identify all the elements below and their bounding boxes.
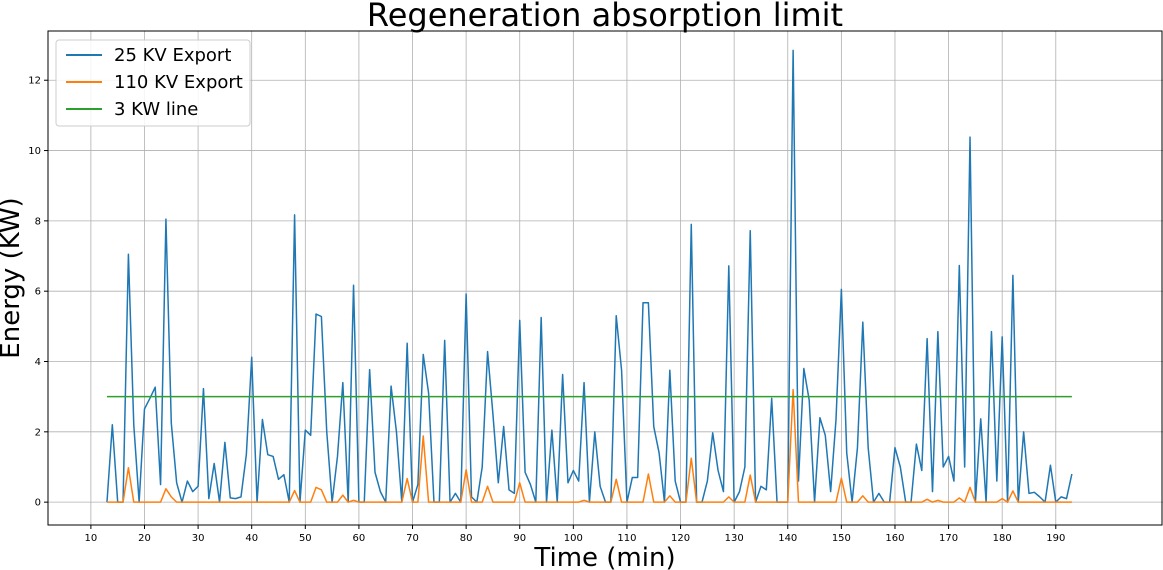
x-tick-label: 180 [993, 533, 1012, 544]
y-axis: 0 2 4 6 8 10 12 [28, 76, 48, 509]
y-tick-label: 0 [35, 498, 41, 509]
x-tick-label: 170 [939, 533, 958, 544]
x-tick-label: 20 [138, 533, 151, 544]
y-tick-label: 10 [28, 146, 41, 157]
y-tick-label: 2 [35, 427, 41, 438]
x-axis-title: Time (min) [533, 543, 675, 570]
x-tick-label: 190 [1046, 533, 1065, 544]
legend-label: 110 KV Export [114, 72, 243, 93]
y-axis-title: Energy (KW) [0, 197, 26, 358]
legend-label: 25 KV Export [114, 45, 231, 66]
y-tick-label: 12 [28, 76, 41, 87]
x-tick-label: 110 [617, 533, 636, 544]
x-tick-label: 150 [832, 533, 851, 544]
chart-title: Regeneration absorption limit [367, 0, 843, 34]
y-tick-label: 6 [35, 287, 41, 298]
y-tick-label: 4 [35, 357, 41, 368]
x-axis: 10 20 30 40 50 60 70 80 90 100 110 120 130 140 150 160 1… [85, 525, 1065, 544]
x-tick-label: 140 [778, 533, 797, 544]
x-tick-label: 60 [353, 533, 366, 544]
x-tick-label: 40 [245, 533, 258, 544]
series-line-2 [106, 388, 1072, 503]
legend: 25 KV Export 110 KV Export 3 KW line [55, 39, 251, 127]
x-tick-label: 90 [513, 533, 526, 544]
legend-label: 3 KW line [114, 99, 198, 120]
x-tick-label: 130 [725, 533, 744, 544]
x-tick-label: 10 [85, 533, 98, 544]
x-tick-label: 100 [564, 533, 583, 544]
x-tick-label: 120 [671, 533, 690, 544]
x-tick-label: 70 [406, 533, 419, 544]
plot-frame [47, 30, 1163, 526]
series-layer [106, 49, 1073, 503]
x-tick-label: 30 [192, 533, 205, 544]
x-tick-label: 50 [299, 533, 312, 544]
y-tick-label: 8 [35, 216, 41, 227]
x-tick-label: 160 [885, 533, 904, 544]
x-tick-label: 80 [460, 533, 473, 544]
legend-box [55, 39, 251, 127]
